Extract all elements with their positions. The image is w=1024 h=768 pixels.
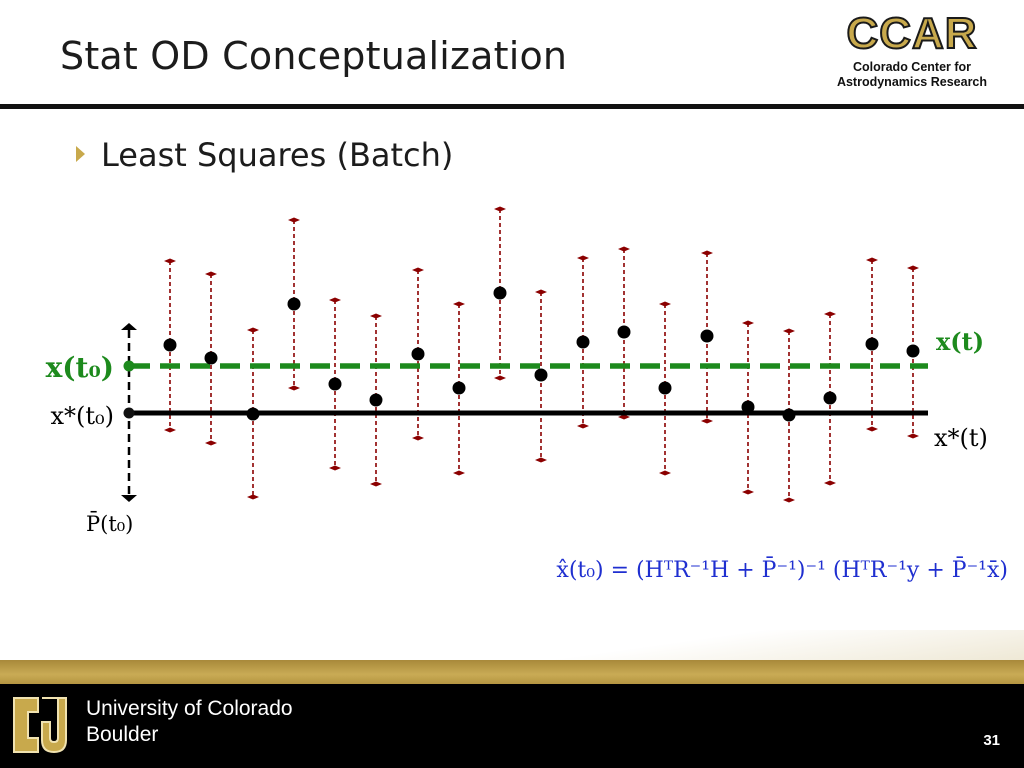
observation-marker bbox=[865, 337, 879, 351]
observation-marker bbox=[534, 368, 548, 382]
observation-marker bbox=[700, 329, 714, 343]
observations bbox=[163, 286, 920, 422]
label-x-t0: x(t₀) bbox=[46, 351, 114, 384]
observation-marker bbox=[576, 335, 590, 349]
observation-marker bbox=[658, 381, 672, 395]
cu-logo-icon bbox=[13, 697, 67, 754]
university-line1: University of Colorado bbox=[86, 697, 293, 720]
title-divider bbox=[0, 104, 1024, 109]
bullet-item: Least Squares (Batch) bbox=[76, 136, 453, 174]
university-name: University of Colorado Boulder bbox=[86, 696, 293, 748]
observation-marker bbox=[328, 377, 342, 391]
label-xstar-t0: x*(t₀) bbox=[50, 402, 114, 430]
observation-marker bbox=[906, 344, 920, 358]
error-bars bbox=[164, 206, 919, 503]
slide-title: Stat OD Conceptualization bbox=[60, 34, 568, 78]
observation-marker bbox=[452, 381, 466, 395]
observation-marker bbox=[369, 393, 383, 407]
observation-marker bbox=[782, 408, 796, 422]
observation-marker bbox=[617, 325, 631, 339]
batch-diagram: x(t₀) x*(t₀) x(t) x*(t) P̄(t₀) bbox=[46, 206, 988, 536]
university-line2: Boulder bbox=[86, 723, 159, 746]
covariance-bottom-arrow-icon bbox=[121, 495, 137, 502]
error-bar bbox=[247, 327, 259, 500]
covariance-top-arrow-icon bbox=[121, 323, 137, 330]
x-t0-point bbox=[123, 360, 135, 372]
page-number: 31 bbox=[983, 732, 1000, 749]
ccar-logo-word: CCAR bbox=[845, 8, 978, 59]
observation-marker bbox=[246, 407, 260, 421]
observation-marker bbox=[741, 400, 755, 414]
label-xstar-t: x*(t) bbox=[934, 424, 988, 452]
observation-marker bbox=[287, 297, 301, 311]
observation-marker bbox=[204, 351, 218, 365]
xstar-t0-point bbox=[123, 407, 135, 419]
observation-marker bbox=[823, 391, 837, 405]
label-pbar-t0: P̄(t₀) bbox=[86, 511, 133, 536]
observation-marker bbox=[411, 347, 425, 361]
bullet-arrow-icon bbox=[76, 146, 85, 162]
ccar-logo: CCAR Colorado Center for Astrodynamics R… bbox=[812, 8, 1012, 104]
footer-gold-band bbox=[0, 630, 1024, 684]
ccar-logo-line2: Astrodynamics Research bbox=[836, 75, 988, 89]
batch-estimate-formula: x̂(t₀) = (HᵀR⁻¹H + P̄⁻¹)⁻¹ (HᵀR⁻¹y + P̄⁻… bbox=[556, 558, 1008, 583]
footer-bar: University of Colorado Boulder 31 bbox=[0, 684, 1024, 768]
observation-marker bbox=[163, 338, 177, 352]
bullet-text: Least Squares (Batch) bbox=[101, 136, 454, 174]
ccar-logo-line1: Colorado Center for bbox=[852, 60, 972, 74]
label-x-t: x(t) bbox=[936, 327, 984, 356]
observation-marker bbox=[493, 286, 507, 300]
